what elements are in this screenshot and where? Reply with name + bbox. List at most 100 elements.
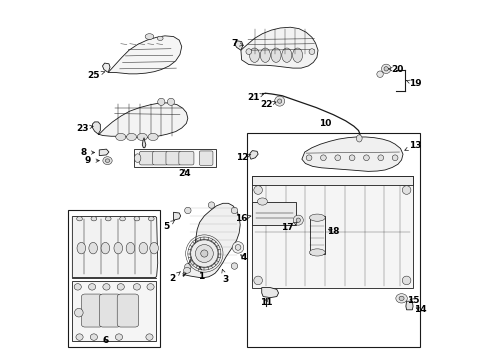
Ellipse shape bbox=[348, 155, 354, 161]
Bar bbox=[134, 149, 215, 167]
Polygon shape bbox=[108, 36, 182, 74]
Ellipse shape bbox=[101, 242, 109, 254]
Ellipse shape bbox=[356, 135, 362, 142]
Polygon shape bbox=[142, 138, 145, 148]
Ellipse shape bbox=[320, 155, 325, 161]
Ellipse shape bbox=[391, 155, 397, 161]
Bar bbox=[252, 202, 296, 225]
Ellipse shape bbox=[292, 48, 302, 62]
Ellipse shape bbox=[257, 198, 267, 205]
Ellipse shape bbox=[88, 284, 96, 290]
Polygon shape bbox=[102, 63, 110, 72]
Ellipse shape bbox=[133, 284, 140, 290]
Polygon shape bbox=[98, 103, 187, 138]
Ellipse shape bbox=[91, 217, 97, 221]
Ellipse shape bbox=[249, 48, 259, 62]
Ellipse shape bbox=[231, 207, 237, 214]
Ellipse shape bbox=[126, 242, 135, 254]
Ellipse shape bbox=[334, 155, 340, 161]
Ellipse shape bbox=[77, 242, 85, 254]
FancyBboxPatch shape bbox=[152, 151, 167, 165]
Ellipse shape bbox=[102, 284, 110, 290]
Text: 6: 6 bbox=[102, 336, 108, 345]
Ellipse shape bbox=[305, 155, 311, 161]
Text: 5: 5 bbox=[163, 221, 174, 231]
Ellipse shape bbox=[157, 36, 163, 41]
Text: 10: 10 bbox=[318, 119, 331, 128]
Ellipse shape bbox=[139, 242, 147, 254]
Polygon shape bbox=[241, 27, 317, 68]
Ellipse shape bbox=[309, 214, 325, 221]
Polygon shape bbox=[234, 41, 243, 50]
Text: 1: 1 bbox=[197, 267, 203, 281]
Ellipse shape bbox=[149, 242, 158, 254]
Ellipse shape bbox=[148, 217, 154, 221]
Ellipse shape bbox=[114, 242, 122, 254]
Ellipse shape bbox=[195, 244, 213, 262]
Text: 22: 22 bbox=[260, 100, 275, 109]
Text: 4: 4 bbox=[240, 253, 246, 262]
Polygon shape bbox=[183, 203, 240, 278]
Ellipse shape bbox=[245, 49, 251, 54]
Text: 12: 12 bbox=[235, 153, 250, 162]
Ellipse shape bbox=[134, 217, 140, 221]
Polygon shape bbox=[301, 137, 402, 171]
Ellipse shape bbox=[167, 98, 174, 105]
Ellipse shape bbox=[116, 134, 125, 140]
Text: 9: 9 bbox=[84, 156, 99, 165]
Ellipse shape bbox=[308, 49, 314, 54]
Text: 20: 20 bbox=[388, 65, 403, 74]
Ellipse shape bbox=[145, 334, 153, 340]
Ellipse shape bbox=[208, 202, 214, 208]
Ellipse shape bbox=[158, 98, 164, 105]
Ellipse shape bbox=[102, 157, 112, 165]
Text: 3: 3 bbox=[222, 269, 228, 284]
Ellipse shape bbox=[148, 134, 158, 140]
Ellipse shape bbox=[126, 134, 136, 140]
Ellipse shape bbox=[235, 244, 241, 250]
Ellipse shape bbox=[253, 276, 262, 285]
Text: 25: 25 bbox=[86, 71, 104, 80]
Ellipse shape bbox=[74, 309, 83, 317]
Ellipse shape bbox=[274, 96, 284, 106]
Bar bbox=[247, 134, 419, 347]
FancyBboxPatch shape bbox=[199, 151, 212, 165]
Ellipse shape bbox=[134, 154, 141, 162]
Ellipse shape bbox=[184, 264, 191, 270]
Ellipse shape bbox=[190, 240, 218, 267]
Ellipse shape bbox=[184, 207, 191, 214]
Bar bbox=[251, 176, 412, 185]
Ellipse shape bbox=[293, 215, 303, 225]
Ellipse shape bbox=[232, 242, 244, 253]
Ellipse shape bbox=[76, 334, 83, 340]
Polygon shape bbox=[261, 288, 278, 298]
Ellipse shape bbox=[253, 186, 262, 194]
Bar bbox=[72, 281, 155, 341]
Ellipse shape bbox=[381, 64, 390, 73]
Text: 11: 11 bbox=[259, 298, 272, 307]
Text: 16: 16 bbox=[234, 213, 250, 222]
Ellipse shape bbox=[74, 284, 81, 290]
Ellipse shape bbox=[201, 250, 207, 257]
FancyBboxPatch shape bbox=[139, 151, 154, 165]
Ellipse shape bbox=[281, 48, 291, 62]
Text: 14: 14 bbox=[413, 305, 426, 314]
Ellipse shape bbox=[296, 218, 300, 222]
FancyBboxPatch shape bbox=[165, 151, 181, 165]
Ellipse shape bbox=[377, 155, 383, 161]
Ellipse shape bbox=[145, 34, 153, 40]
Ellipse shape bbox=[402, 276, 410, 285]
Ellipse shape bbox=[260, 48, 270, 62]
Bar bbox=[309, 216, 324, 253]
FancyBboxPatch shape bbox=[179, 151, 194, 165]
Ellipse shape bbox=[383, 67, 387, 71]
Text: 19: 19 bbox=[406, 80, 421, 89]
Ellipse shape bbox=[120, 217, 125, 221]
Text: 17: 17 bbox=[281, 222, 296, 232]
Text: 21: 21 bbox=[246, 93, 263, 102]
FancyBboxPatch shape bbox=[117, 294, 139, 327]
Polygon shape bbox=[173, 212, 180, 220]
Polygon shape bbox=[405, 301, 412, 310]
Ellipse shape bbox=[183, 267, 190, 273]
Text: 24: 24 bbox=[178, 169, 190, 178]
